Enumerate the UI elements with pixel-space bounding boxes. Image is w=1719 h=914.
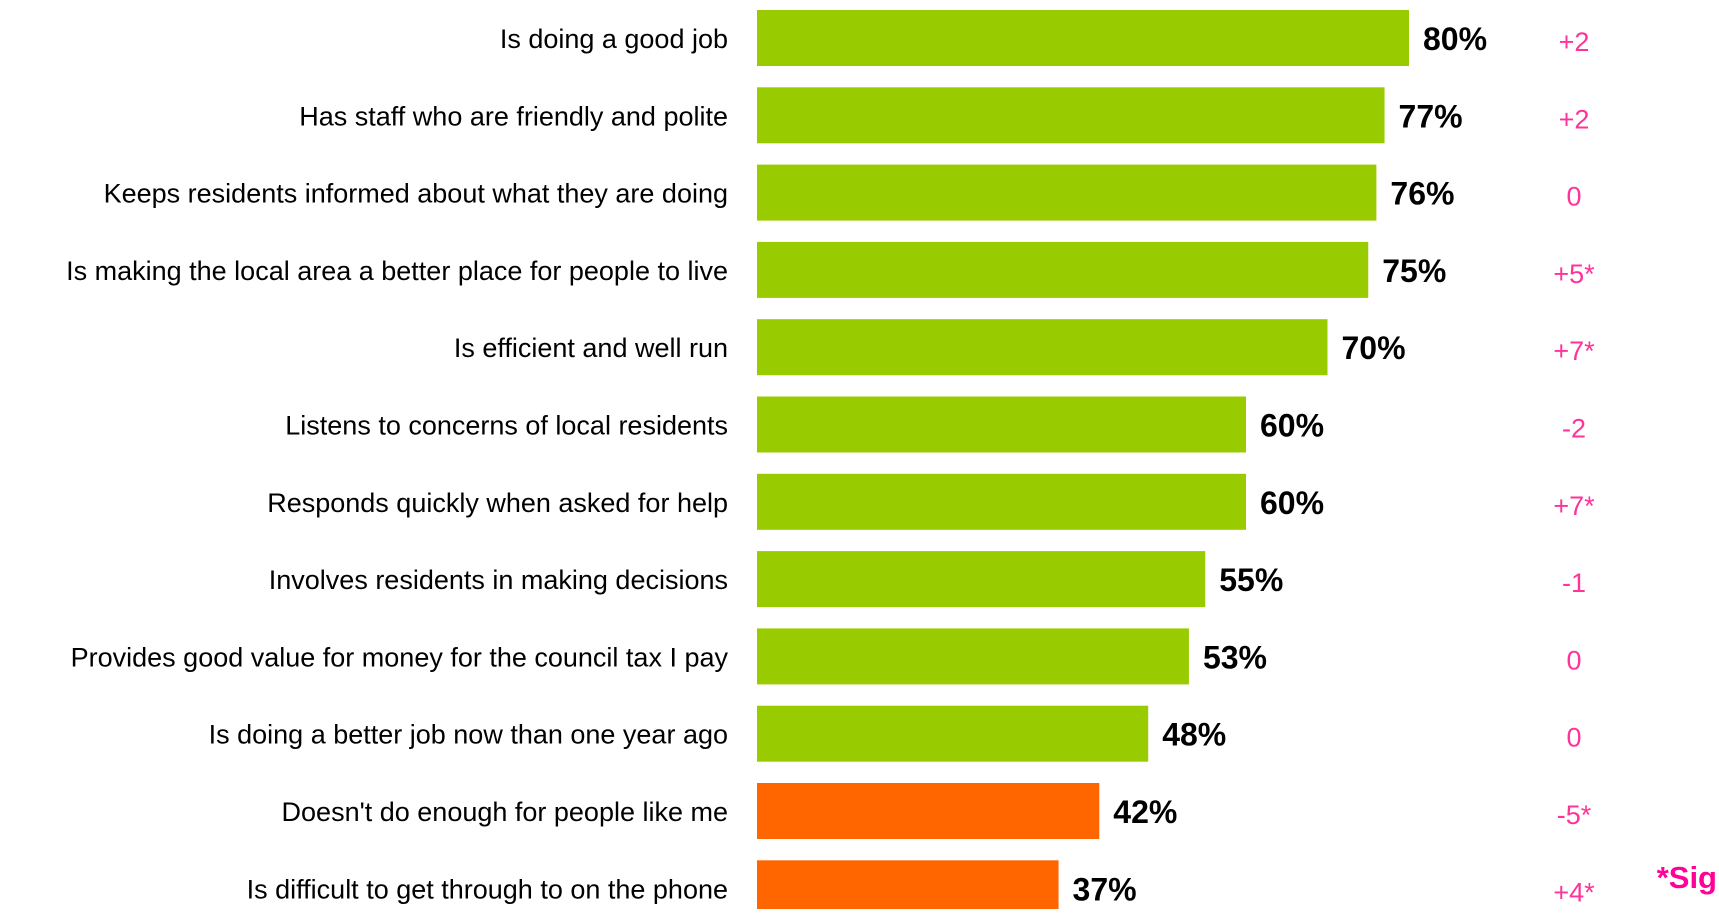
category-label: Is difficult to get through to on the ph…: [247, 874, 728, 904]
change-label: +4*: [1553, 877, 1595, 907]
bar: [757, 783, 1100, 839]
change-label: -2: [1562, 414, 1586, 444]
category-label: Involves residents in making decisions: [269, 565, 728, 595]
category-label: Is doing a good job: [500, 24, 728, 54]
category-label: Is making the local area a better place …: [66, 256, 728, 286]
category-labels: Is doing a good job Has staff who are fri…: [66, 24, 728, 904]
value-label: 60%: [1260, 485, 1324, 521]
change-label: -5*: [1557, 800, 1592, 830]
change-label: -1: [1562, 568, 1586, 598]
category-label: Responds quickly when asked for help: [267, 488, 728, 518]
value-label: 77%: [1399, 98, 1463, 134]
value-label: 75%: [1382, 253, 1446, 289]
value-label: 55%: [1219, 562, 1283, 598]
category-label: Has staff who are friendly and polite: [299, 101, 728, 131]
value-label: 48%: [1162, 717, 1226, 753]
bar: [757, 87, 1385, 144]
value-label: 53%: [1203, 639, 1267, 675]
category-label: Doesn't do enough for people like me: [282, 797, 728, 827]
bars: [757, 10, 1409, 914]
change-label: +2: [1559, 27, 1590, 57]
change-label: +7*: [1553, 491, 1595, 521]
value-labels: 80% 77% 76% 75% 70% 60% 60% 55% 53% 48% 42% 37%: [1073, 21, 1487, 907]
value-label: 42%: [1113, 794, 1177, 830]
bar: [757, 473, 1246, 530]
category-label: Is efficient and well run: [454, 333, 728, 363]
change-label: +5*: [1553, 259, 1595, 289]
change-labels: +2 +2 0 +5* +7* -2 +7* -1 0 0 -5* +4*: [1553, 27, 1595, 907]
change-label: 0: [1566, 645, 1581, 675]
category-label: Provides good value for money for the co…: [71, 642, 729, 672]
bar: [757, 705, 1149, 762]
value-label: 80%: [1423, 21, 1487, 57]
change-label: +7*: [1553, 336, 1595, 366]
category-label: Listens to concerns of local residents: [285, 411, 728, 441]
category-label: Keeps residents informed about what they…: [104, 179, 728, 209]
category-label: Is doing a better job now than one year …: [209, 720, 728, 750]
change-label: 0: [1566, 723, 1581, 753]
bar: [757, 319, 1328, 376]
bar: [757, 396, 1246, 453]
bar: [757, 551, 1206, 608]
bar: [757, 628, 1189, 685]
value-label: 70%: [1342, 330, 1406, 366]
bar: [757, 10, 1409, 66]
significance-footnote: *Sig: [1657, 860, 1717, 895]
change-label: 0: [1566, 182, 1581, 212]
bar: [757, 164, 1377, 221]
change-label: +2: [1559, 104, 1590, 134]
bar: [757, 860, 1059, 914]
value-label: 37%: [1073, 871, 1137, 907]
value-label: 76%: [1390, 176, 1454, 212]
value-label: 60%: [1260, 408, 1324, 444]
bar: [757, 241, 1369, 298]
